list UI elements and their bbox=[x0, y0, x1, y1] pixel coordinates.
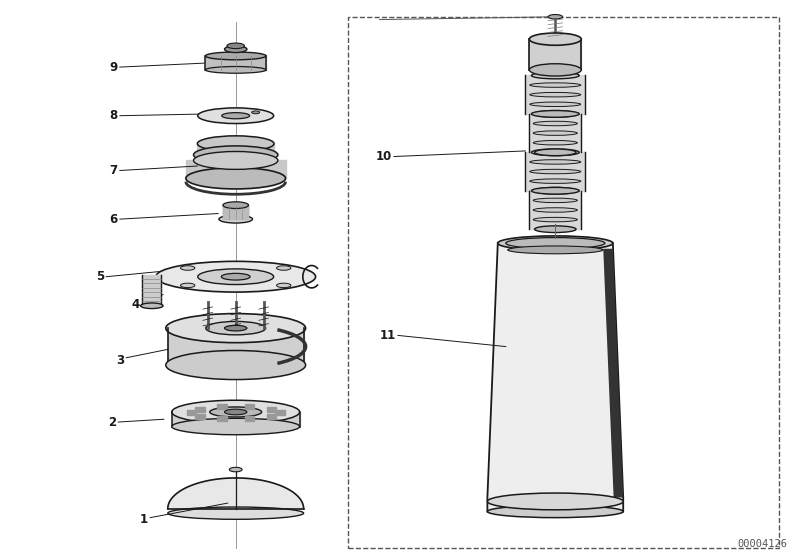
Ellipse shape bbox=[205, 52, 266, 60]
Polygon shape bbox=[526, 152, 585, 191]
Ellipse shape bbox=[535, 149, 576, 155]
Ellipse shape bbox=[197, 136, 274, 151]
Ellipse shape bbox=[193, 146, 278, 164]
Text: 9: 9 bbox=[109, 60, 117, 74]
Text: 1: 1 bbox=[140, 513, 148, 527]
Bar bbox=[275, 410, 284, 415]
Bar bbox=[267, 406, 276, 411]
Ellipse shape bbox=[508, 246, 602, 254]
Text: 5: 5 bbox=[96, 270, 104, 283]
Ellipse shape bbox=[535, 111, 576, 117]
Ellipse shape bbox=[530, 169, 581, 174]
Ellipse shape bbox=[141, 303, 163, 309]
Ellipse shape bbox=[530, 83, 581, 87]
Ellipse shape bbox=[172, 400, 300, 424]
Ellipse shape bbox=[223, 202, 248, 209]
Ellipse shape bbox=[209, 407, 262, 417]
Ellipse shape bbox=[198, 108, 273, 124]
Ellipse shape bbox=[530, 102, 581, 107]
Polygon shape bbox=[142, 275, 161, 306]
Text: 3: 3 bbox=[116, 354, 124, 367]
Ellipse shape bbox=[531, 149, 579, 155]
Text: 00004126: 00004126 bbox=[737, 539, 787, 549]
Text: 11: 11 bbox=[380, 329, 396, 342]
Ellipse shape bbox=[276, 266, 291, 270]
Ellipse shape bbox=[530, 92, 581, 97]
Ellipse shape bbox=[193, 151, 278, 169]
Ellipse shape bbox=[531, 72, 579, 79]
Ellipse shape bbox=[205, 67, 266, 73]
Ellipse shape bbox=[181, 283, 195, 288]
Ellipse shape bbox=[498, 236, 613, 250]
Text: 7: 7 bbox=[109, 164, 117, 177]
Text: 4: 4 bbox=[132, 298, 140, 311]
Polygon shape bbox=[205, 56, 266, 70]
Ellipse shape bbox=[531, 187, 579, 194]
Polygon shape bbox=[168, 478, 304, 509]
Ellipse shape bbox=[166, 314, 305, 343]
Ellipse shape bbox=[219, 215, 252, 223]
Polygon shape bbox=[168, 328, 304, 365]
Bar bbox=[195, 406, 205, 411]
Polygon shape bbox=[529, 39, 581, 70]
Ellipse shape bbox=[533, 131, 578, 135]
Ellipse shape bbox=[276, 283, 291, 288]
Polygon shape bbox=[172, 412, 300, 427]
Ellipse shape bbox=[225, 409, 247, 415]
Ellipse shape bbox=[252, 111, 260, 113]
Bar bbox=[244, 404, 254, 409]
Ellipse shape bbox=[156, 261, 316, 292]
Ellipse shape bbox=[225, 46, 247, 53]
Ellipse shape bbox=[535, 187, 576, 194]
Bar bbox=[195, 414, 205, 419]
Ellipse shape bbox=[168, 507, 304, 519]
Text: 6: 6 bbox=[109, 212, 117, 226]
Polygon shape bbox=[197, 144, 274, 155]
Ellipse shape bbox=[530, 179, 581, 183]
Polygon shape bbox=[487, 243, 623, 511]
Ellipse shape bbox=[181, 266, 195, 270]
Ellipse shape bbox=[506, 238, 605, 249]
Ellipse shape bbox=[530, 160, 581, 164]
Ellipse shape bbox=[533, 198, 578, 202]
Ellipse shape bbox=[227, 43, 244, 49]
Ellipse shape bbox=[533, 140, 578, 145]
Bar bbox=[217, 416, 227, 421]
Ellipse shape bbox=[487, 505, 623, 518]
Polygon shape bbox=[526, 75, 585, 114]
Ellipse shape bbox=[205, 321, 265, 335]
Polygon shape bbox=[529, 114, 581, 152]
Text: 10: 10 bbox=[376, 150, 392, 163]
Ellipse shape bbox=[533, 217, 578, 222]
Ellipse shape bbox=[533, 121, 578, 126]
Ellipse shape bbox=[221, 112, 249, 119]
Ellipse shape bbox=[529, 33, 581, 45]
Bar bbox=[217, 404, 227, 409]
Bar bbox=[187, 410, 197, 415]
Ellipse shape bbox=[548, 15, 562, 19]
Polygon shape bbox=[223, 205, 248, 219]
Ellipse shape bbox=[535, 226, 576, 233]
Ellipse shape bbox=[166, 350, 305, 380]
Ellipse shape bbox=[531, 111, 579, 117]
Ellipse shape bbox=[172, 418, 300, 435]
Ellipse shape bbox=[198, 269, 273, 285]
Text: 2: 2 bbox=[108, 415, 116, 429]
Ellipse shape bbox=[229, 467, 242, 472]
Ellipse shape bbox=[225, 325, 247, 331]
Ellipse shape bbox=[533, 208, 578, 212]
Text: 8: 8 bbox=[109, 109, 117, 122]
Ellipse shape bbox=[186, 168, 285, 189]
Bar bbox=[267, 414, 276, 419]
Ellipse shape bbox=[487, 493, 623, 510]
Polygon shape bbox=[186, 160, 285, 178]
Bar bbox=[244, 416, 254, 421]
Ellipse shape bbox=[529, 64, 581, 76]
Polygon shape bbox=[603, 249, 623, 498]
Ellipse shape bbox=[221, 273, 250, 280]
Polygon shape bbox=[529, 191, 581, 229]
